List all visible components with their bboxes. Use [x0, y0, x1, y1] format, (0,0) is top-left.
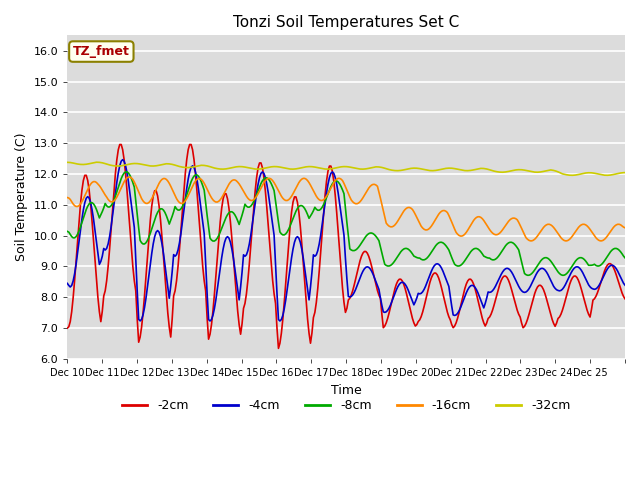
-32cm — [101, 161, 109, 167]
-32cm — [545, 167, 553, 173]
-2cm — [275, 346, 282, 351]
Title: Tonzi Soil Temperatures Set C: Tonzi Soil Temperatures Set C — [233, 15, 460, 30]
-32cm — [83, 161, 90, 167]
-2cm — [116, 142, 124, 147]
-2cm — [353, 270, 361, 276]
Line: -4cm: -4cm — [67, 160, 625, 321]
-8cm — [83, 206, 90, 212]
-16cm — [527, 238, 534, 244]
-4cm — [353, 283, 361, 288]
-16cm — [125, 174, 132, 180]
X-axis label: Time: Time — [331, 384, 362, 396]
-16cm — [463, 229, 470, 235]
-8cm — [100, 205, 108, 211]
-4cm — [621, 282, 629, 288]
-2cm — [63, 325, 71, 331]
-2cm — [620, 294, 627, 300]
-8cm — [352, 247, 360, 253]
-8cm — [122, 169, 129, 175]
-32cm — [352, 166, 360, 171]
-16cm — [352, 201, 360, 206]
-4cm — [206, 318, 214, 324]
-2cm — [83, 172, 90, 178]
-16cm — [620, 224, 627, 230]
-2cm — [100, 293, 108, 299]
Legend: -2cm, -4cm, -8cm, -16cm, -32cm: -2cm, -4cm, -8cm, -16cm, -32cm — [117, 395, 575, 418]
-8cm — [524, 272, 531, 278]
-8cm — [547, 258, 555, 264]
-2cm — [547, 312, 555, 318]
Line: -16cm: -16cm — [67, 177, 625, 241]
Line: -32cm: -32cm — [67, 162, 625, 175]
-32cm — [621, 170, 629, 176]
-32cm — [463, 168, 470, 174]
-4cm — [620, 280, 627, 286]
-4cm — [63, 280, 71, 286]
-32cm — [567, 172, 575, 178]
-2cm — [464, 278, 472, 284]
-2cm — [621, 296, 629, 302]
-8cm — [620, 253, 627, 259]
-32cm — [63, 159, 71, 165]
-4cm — [119, 157, 127, 163]
-4cm — [547, 277, 555, 283]
-16cm — [100, 190, 108, 195]
-4cm — [100, 246, 108, 252]
-8cm — [621, 255, 629, 261]
-16cm — [83, 190, 90, 195]
-16cm — [63, 195, 71, 201]
-32cm — [620, 170, 627, 176]
-8cm — [63, 228, 71, 234]
Line: -8cm: -8cm — [67, 172, 625, 275]
Y-axis label: Soil Temperature (C): Soil Temperature (C) — [15, 133, 28, 262]
-4cm — [464, 287, 472, 293]
-16cm — [621, 225, 629, 231]
-8cm — [463, 255, 470, 261]
Line: -2cm: -2cm — [67, 144, 625, 348]
-32cm — [93, 159, 100, 165]
-16cm — [547, 222, 555, 228]
Text: TZ_fmet: TZ_fmet — [73, 45, 130, 58]
-4cm — [83, 195, 90, 201]
